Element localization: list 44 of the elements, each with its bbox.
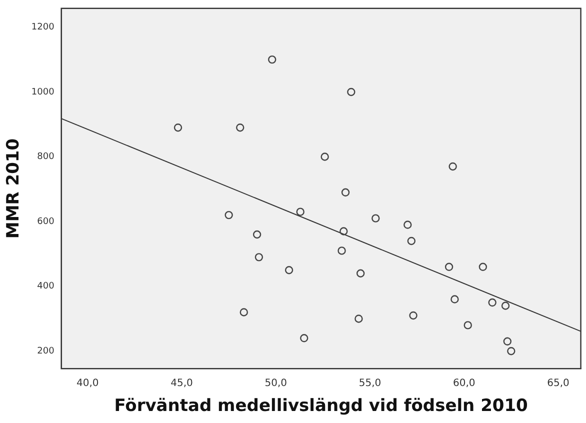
point: [174, 124, 182, 132]
point: [320, 152, 329, 161]
point: [347, 88, 356, 96]
point: [284, 266, 294, 274]
point: [296, 208, 304, 216]
point: [354, 314, 363, 323]
y-tick-label: 600: [37, 216, 55, 227]
x-tick-label: 60,0: [452, 378, 476, 390]
point: [404, 220, 412, 229]
y-tick-label: 800: [37, 152, 55, 162]
point: [503, 337, 512, 346]
x-tick-label: 45,0: [170, 378, 193, 390]
point: [340, 227, 348, 236]
y-axis-title: MMR 2010: [4, 138, 24, 239]
point: [252, 230, 262, 239]
point: [409, 311, 418, 320]
y-tick-label: 400: [37, 282, 55, 292]
x-tick-label: 55,0: [358, 378, 382, 390]
point: [268, 55, 276, 64]
point: [407, 236, 416, 246]
point: [254, 253, 264, 262]
x-tick-label: 65,0: [547, 378, 570, 390]
point: [488, 298, 496, 307]
point: [224, 210, 233, 220]
point: [356, 269, 365, 278]
point: [372, 214, 380, 222]
x-tick-label: 50,0: [264, 378, 288, 390]
y-tick-label: 1000: [31, 87, 55, 98]
point: [448, 162, 457, 171]
y-tick-label: 200: [37, 346, 55, 356]
point: [240, 308, 248, 316]
point: [507, 347, 516, 356]
point: [236, 124, 244, 132]
point: [450, 295, 459, 304]
point: [341, 188, 350, 196]
point: [444, 262, 454, 271]
y-tick-label: 1200: [31, 22, 55, 33]
point: [338, 246, 346, 255]
x-tick-label: 40,0: [76, 378, 99, 390]
x-axis-title: Förväntad medellivslängd vid födseln 2010: [114, 396, 528, 416]
point: [478, 262, 488, 271]
point: [300, 334, 308, 342]
point: [464, 321, 472, 330]
point: [501, 302, 510, 310]
